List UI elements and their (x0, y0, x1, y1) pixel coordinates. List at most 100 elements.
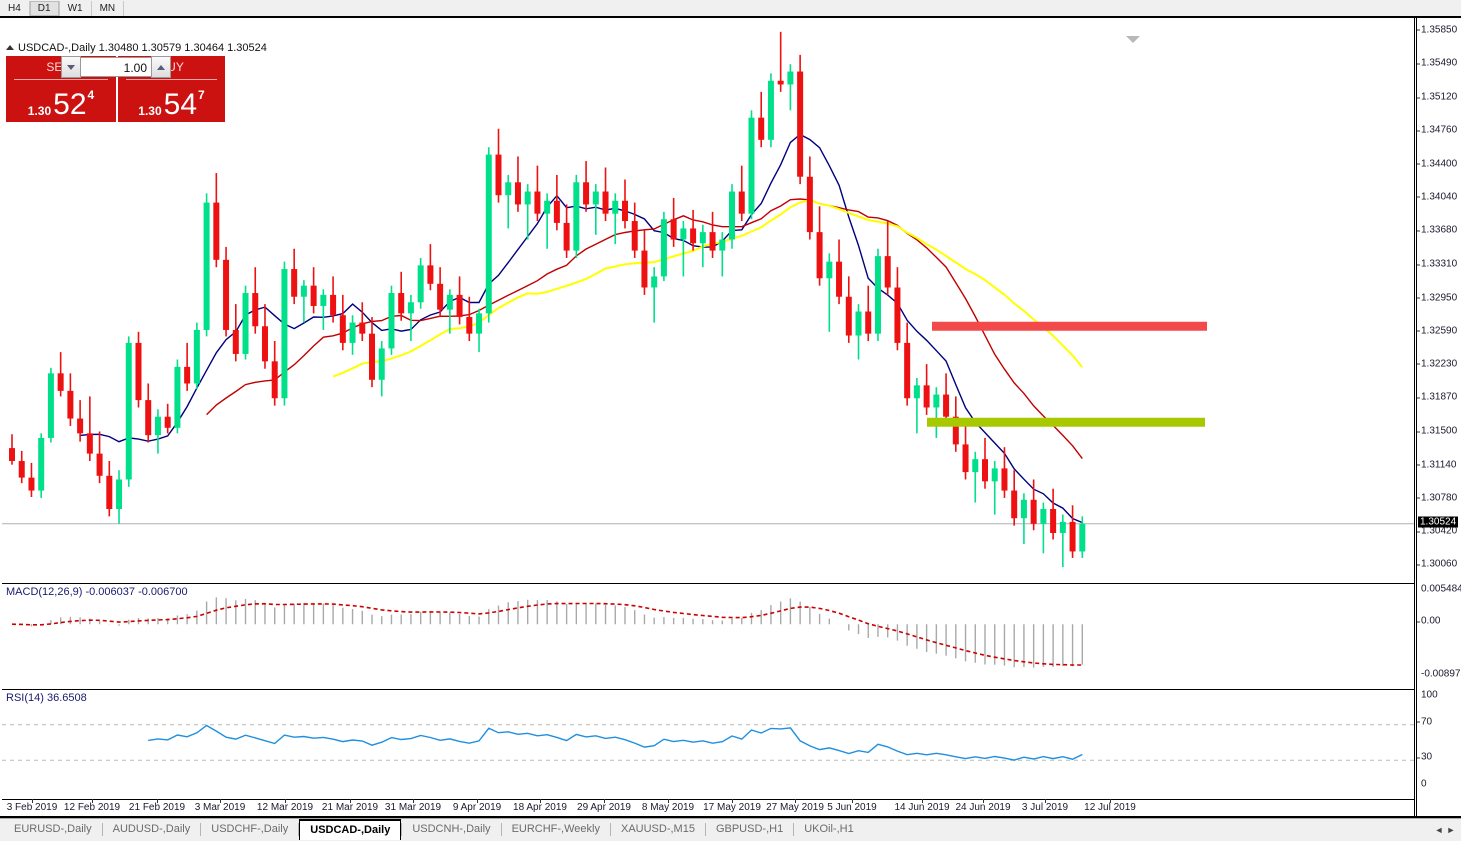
price-axis-tick: 1.34040 (1417, 191, 1457, 202)
sell-price-prefix: 1.30 (27, 104, 52, 118)
candle-body (242, 293, 249, 354)
chart-tab-eurusd[interactable]: EURUSD-,Daily (14, 823, 92, 835)
date-axis: 3 Feb 2019 12 Feb 2019 21 Feb 2019 3 Mar 20… (2, 799, 1414, 817)
timeframe-d1[interactable]: D1 (29, 0, 60, 16)
price-axis-tick: 1.30780 (1417, 492, 1457, 503)
volume-stepper[interactable]: 1.00 (61, 56, 171, 78)
chart-tab-audusd[interactable]: AUDUSD-,Daily (112, 823, 191, 835)
macd-axis-tick: -0.008973 (1421, 668, 1461, 680)
volume-input[interactable]: 1.00 (81, 57, 151, 77)
price-axis-tick: 1.35850 (1417, 24, 1457, 35)
candle-body (456, 294, 463, 318)
price-axis-tick: 1.32230 (1417, 358, 1457, 369)
price-axis-tick: 1.35120 (1417, 92, 1457, 103)
candle-body (174, 366, 181, 428)
tick-mark (1417, 196, 1420, 198)
price-pane[interactable] (2, 18, 1414, 581)
candle-body (962, 444, 969, 473)
date-tick-mark (157, 799, 158, 803)
tick-mark (1417, 163, 1420, 165)
price-axis-tick: 1.31140 (1417, 459, 1456, 470)
macd-pane[interactable]: MACD(12,26,9) -0.006037 -0.006700 (2, 583, 1414, 688)
tab-scroll-right-icon[interactable]: ► (1446, 824, 1456, 835)
macd-label: MACD(12,26,9) -0.006037 -0.006700 (6, 586, 188, 598)
date-tick-mark (285, 799, 286, 803)
chart-tab-usdcad[interactable]: USDCAD-,Daily (299, 819, 402, 840)
date-axis-tick: 21 Mar 2019 (321, 802, 379, 813)
one-click-trading-panel[interactable]: SELL 1.30 52 4 BUY 1.30 54 7 1.00 (6, 56, 225, 122)
current-price-label: 1.30524 (1418, 516, 1459, 528)
chart-drag-handle[interactable] (1126, 36, 1140, 43)
tab-separator (101, 823, 103, 836)
candle-body (923, 385, 930, 408)
date-axis-tick: 21 Feb 2019 (128, 802, 186, 813)
chart-tab-usdcnh[interactable]: USDCNH-,Daily (412, 823, 491, 835)
chart-tab-eurchf[interactable]: EURCHF-,Weekly (511, 823, 600, 835)
date-axis-tick: 5 Jun 2019 (827, 802, 877, 813)
price-axis[interactable]: 1.35850 1.35490 1.35120 1.34760 1.34400 1.340… (1417, 16, 1461, 818)
candle-body (544, 200, 551, 214)
chart-tab-bar: EURUSD-,Daily AUDUSD-,Daily USDCHF-,Daily U… (0, 818, 1461, 841)
candle-body (699, 232, 706, 244)
tabs-host: EURUSD-,Daily AUDUSD-,Daily USDCHF-,Daily U… (4, 819, 864, 840)
volume-increment-button[interactable] (151, 56, 171, 78)
candle-body (836, 261, 843, 297)
candle-body (349, 322, 356, 343)
candle-body (1020, 499, 1027, 519)
tick-mark (1417, 621, 1420, 623)
date-tick-mark (922, 799, 923, 803)
sell-price-sup: 4 (87, 88, 95, 102)
candle-body (28, 477, 35, 491)
sell-divider (14, 79, 108, 80)
chart-tab-xauusd[interactable]: XAUUSD-,M15 (620, 823, 695, 835)
rsi-pane[interactable]: RSI(14) 36.6508 (2, 689, 1414, 800)
candle-body (67, 390, 74, 419)
candle-body (913, 385, 920, 399)
timeframe-w1[interactable]: W1 (60, 0, 92, 16)
date-axis-tick: 17 May 2019 (703, 802, 761, 813)
tab-separator (401, 823, 403, 836)
tab-scroll-arrows[interactable]: ◄ ► (1433, 819, 1461, 840)
candle-body (359, 322, 366, 334)
volume-decrement-button[interactable] (61, 56, 81, 78)
candle-body (641, 250, 648, 288)
timeframe-mn[interactable]: MN (92, 0, 125, 16)
tick-mark (1417, 264, 1420, 266)
price-axis-tick: 1.34400 (1417, 158, 1457, 169)
timeframe-toolbar: H4 D1 W1 MN (0, 0, 1461, 17)
candle-body (874, 256, 881, 334)
candle-body (320, 294, 327, 306)
price-axis-tick: 1.33680 (1417, 225, 1457, 236)
buy-price-prefix: 1.30 (138, 104, 162, 118)
chart-tab-usdchf[interactable]: USDCHF-,Daily (211, 823, 289, 835)
candle-body (719, 239, 726, 251)
collapse-triangle-icon[interactable] (6, 45, 14, 50)
date-axis-tick: 12 Feb 2019 (63, 802, 121, 813)
chart-tab-ukoil[interactable]: UKOil-,H1 (804, 823, 854, 835)
candle-body (1011, 490, 1018, 519)
candle-body (476, 313, 483, 334)
timeframe-h4[interactable]: H4 (0, 0, 30, 16)
chart-plot-area[interactable]: MACD(12,26,9) -0.006037 -0.006700 RSI(14… (2, 18, 1414, 816)
candle-body (47, 373, 54, 438)
macd-axis-tick: 0.005484 (1421, 583, 1461, 595)
candle-body (1059, 521, 1066, 534)
chevron-up-icon (157, 64, 165, 70)
candle-body (592, 191, 599, 205)
candle-body (972, 459, 979, 473)
date-tick-mark (32, 799, 33, 803)
tab-separator (793, 823, 795, 836)
candle-body (1069, 521, 1076, 552)
candle-body (777, 80, 784, 85)
date-axis-tick: 24 Jun 2019 (955, 802, 1011, 813)
candle-body (193, 329, 200, 384)
tab-scroll-left-icon[interactable]: ◄ (1434, 824, 1444, 835)
tick-mark (1417, 757, 1420, 759)
date-tick-mark (477, 799, 478, 803)
candle-body (77, 418, 84, 434)
date-tick-mark (732, 799, 733, 803)
tick-mark (1417, 330, 1420, 332)
price-axis-tick: 1.32590 (1417, 325, 1457, 336)
chart-tab-gbpusd[interactable]: GBPUSD-,H1 (715, 823, 784, 835)
price-axis-divider-2 (1416, 18, 1417, 816)
